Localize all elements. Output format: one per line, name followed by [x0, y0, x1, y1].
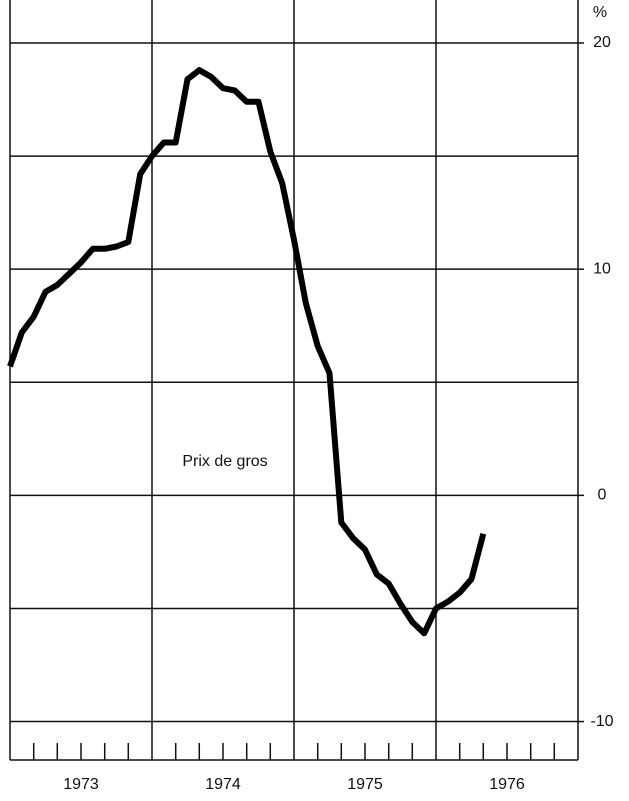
y-tick-label: -10	[590, 713, 613, 730]
y-tick-label: 20	[593, 34, 611, 51]
annotation: Prix de gros	[182, 453, 267, 470]
y-tick-label: 10	[593, 260, 611, 277]
x-tick-label: 1973	[63, 776, 99, 793]
x-tick-label: 1974	[205, 776, 241, 793]
y-tick-label: 0	[598, 487, 607, 504]
x-tick-label: 1975	[347, 776, 383, 793]
x-tick-label: 1976	[489, 776, 525, 793]
data-line	[7, 67, 487, 637]
unit-label: %	[593, 4, 607, 21]
